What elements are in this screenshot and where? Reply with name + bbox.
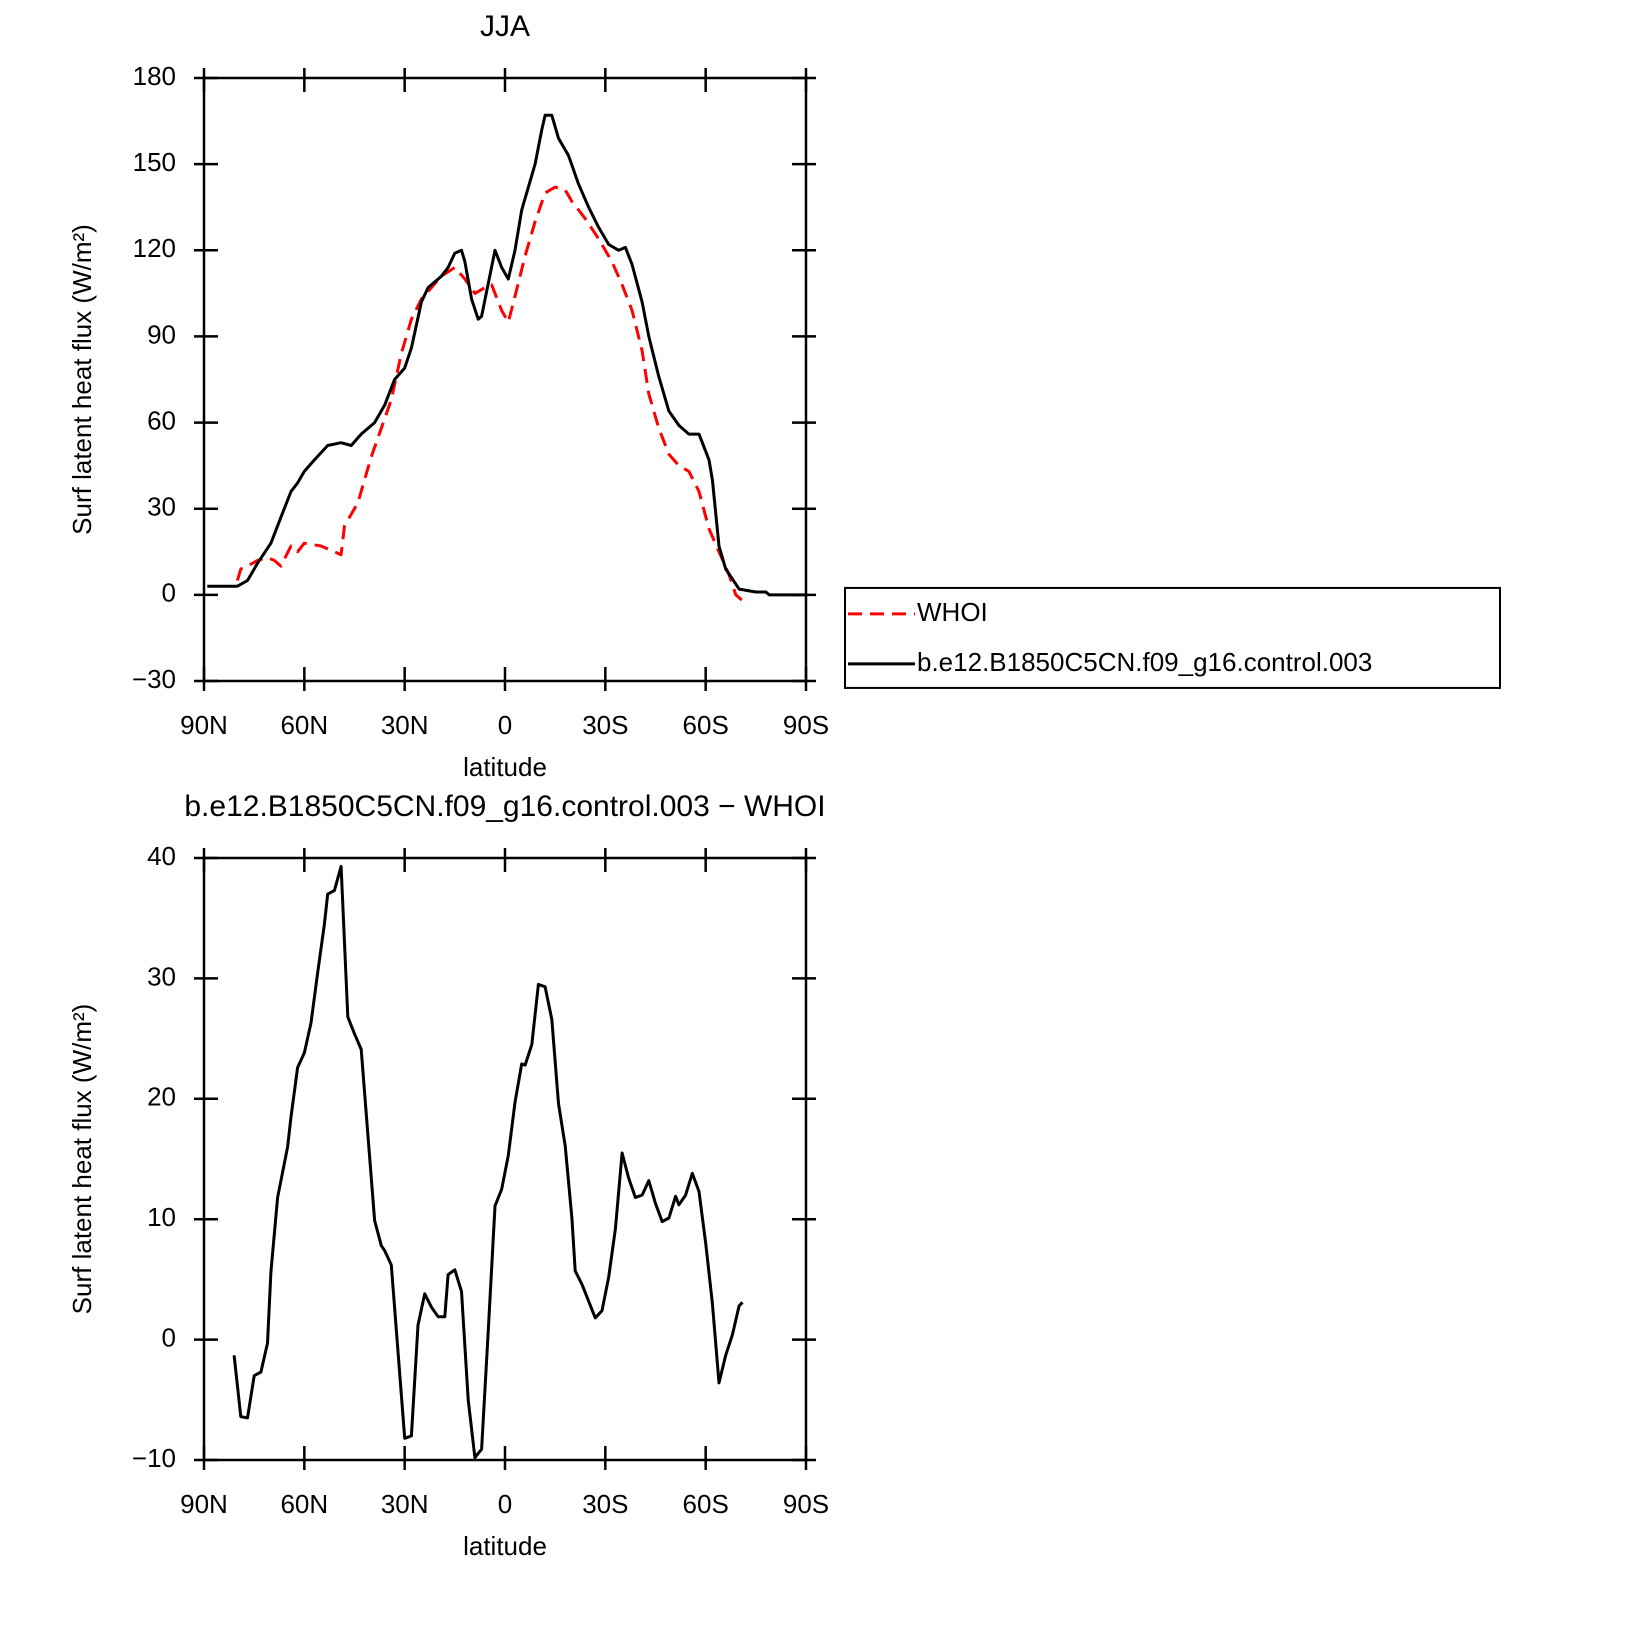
data-line: [232, 864, 744, 1460]
y-tick-label: 10: [147, 1202, 176, 1232]
x-tick-label: 90N: [180, 1489, 228, 1519]
y-tick-label: 150: [133, 147, 176, 177]
legend-box: [844, 586, 1501, 689]
x-tick-label: 0: [498, 1489, 512, 1519]
y-tick-label: 20: [147, 1082, 176, 1112]
legend-label: b.e12.B1850C5CN.f09_g16.control.003: [917, 647, 1372, 677]
y-axis-label: Surf latent heat flux (W/m²): [67, 224, 97, 535]
x-tick-label: 30S: [582, 1489, 628, 1519]
y-tick-label: 180: [133, 61, 176, 91]
y-tick-label: 30: [147, 492, 176, 522]
y-tick-label: 40: [147, 841, 176, 871]
y-tick-label: 90: [147, 319, 176, 349]
x-tick-label: 30N: [381, 710, 429, 740]
data-line: [235, 185, 744, 602]
y-tick-label: 30: [147, 961, 176, 991]
x-tick-label: 90S: [783, 1489, 829, 1519]
x-tick-label: 30N: [381, 1489, 429, 1519]
x-tick-label: 30S: [582, 710, 628, 740]
legend-label: WHOI: [917, 597, 988, 627]
x-tick-label: 90N: [180, 710, 228, 740]
chart-title: JJA: [480, 10, 530, 43]
x-axis-label: latitude: [463, 1531, 547, 1561]
plot-frame: [202, 856, 808, 1462]
y-tick-label: −10: [132, 1443, 176, 1473]
plot-frame: [202, 76, 808, 683]
x-tick-label: 60N: [280, 1489, 328, 1519]
y-tick-label: 120: [133, 233, 176, 263]
y-axis-label: Surf latent heat flux (W/m²): [67, 1004, 97, 1315]
x-tick-label: 60S: [683, 710, 729, 740]
y-tick-label: 60: [147, 405, 176, 435]
data-line: [207, 113, 806, 597]
y-tick-label: 0: [162, 578, 176, 608]
y-tick-label: 0: [162, 1322, 176, 1352]
x-tick-label: 60S: [683, 1489, 729, 1519]
x-tick-label: 60N: [280, 710, 328, 740]
y-tick-label: −30: [132, 664, 176, 694]
x-tick-label: 90S: [783, 710, 829, 740]
x-axis-label: latitude: [463, 752, 547, 782]
chart-title: b.e12.B1850C5CN.f09_g16.control.003 − WH…: [184, 790, 825, 823]
x-tick-label: 0: [498, 710, 512, 740]
